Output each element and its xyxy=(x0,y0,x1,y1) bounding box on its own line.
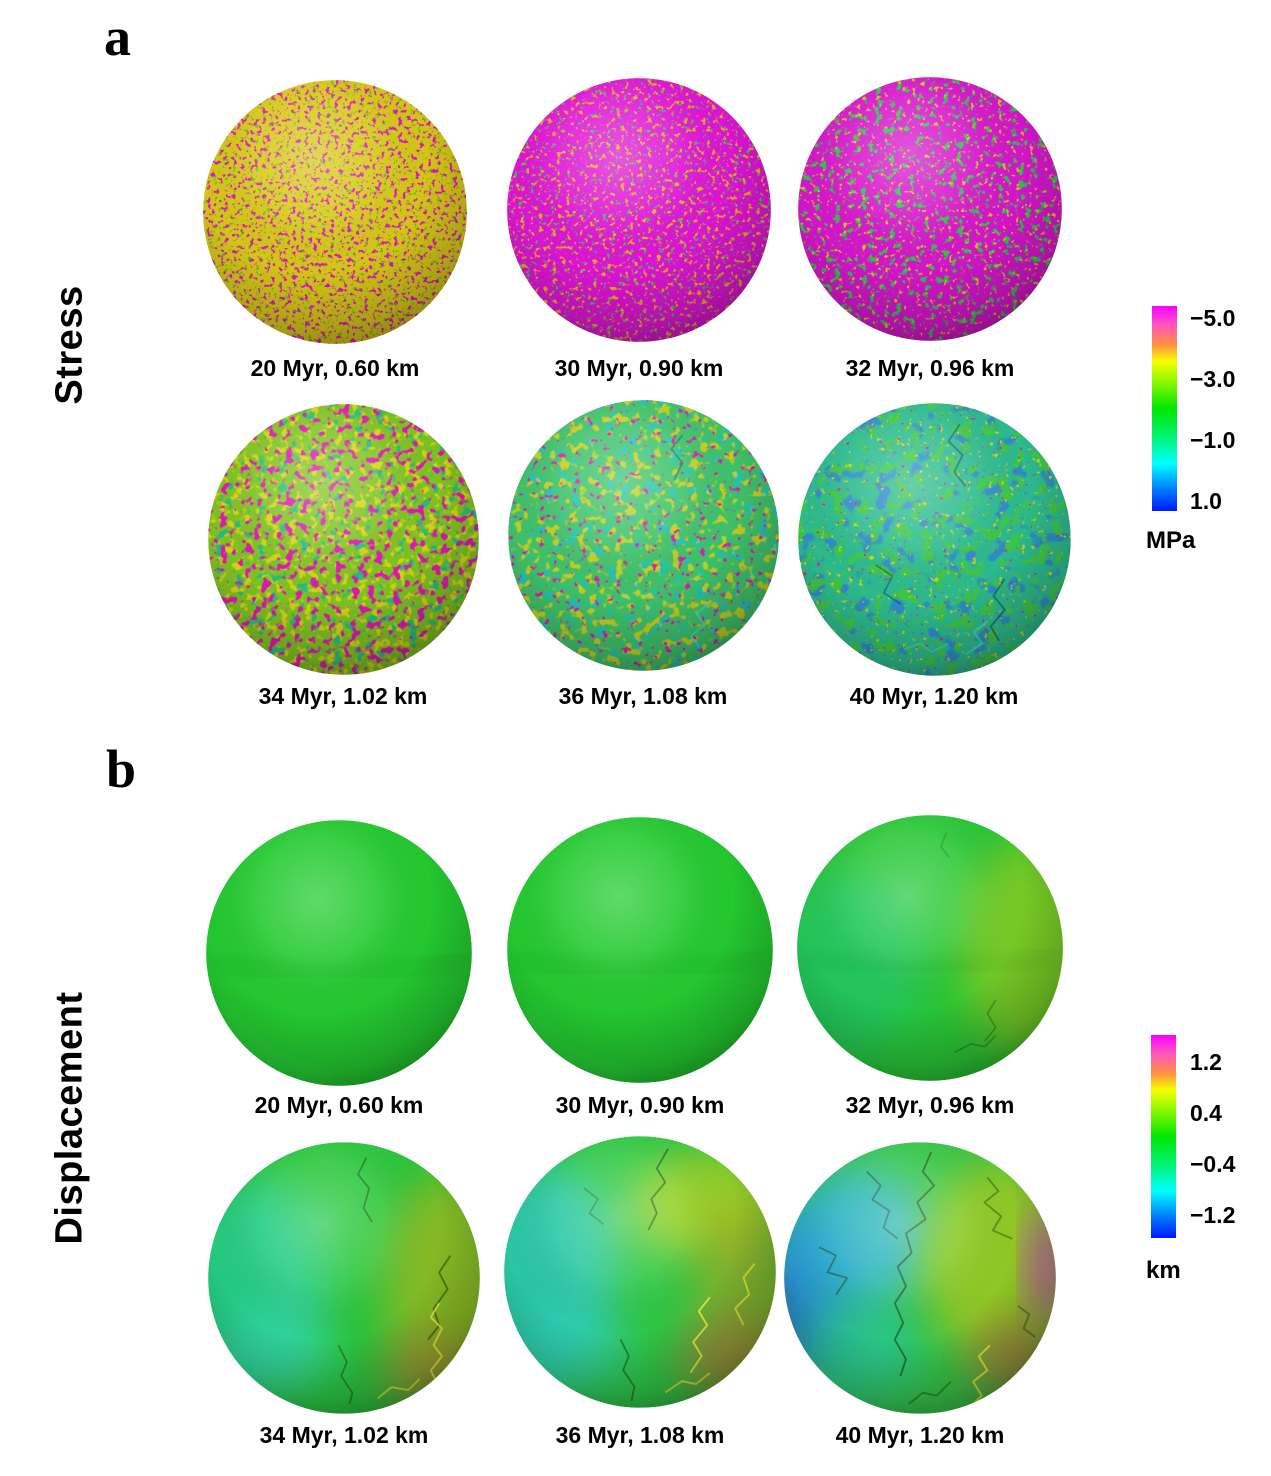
colorbar-stress-unit: MPa xyxy=(1146,527,1196,554)
sphere-a3 xyxy=(794,73,1066,345)
panel-b-label: b xyxy=(106,739,137,799)
stress-axis-label: Stress xyxy=(48,285,91,405)
sphere-a4-graphic xyxy=(208,404,479,675)
sphere-caption-a4: 34 Myr, 1.02 km xyxy=(258,683,428,709)
colorbar-displacement-tick-0: 1.2 xyxy=(1190,1049,1222,1075)
sphere-caption-a1: 20 Myr, 0.60 km xyxy=(250,355,420,381)
panel-a-label: a xyxy=(104,7,131,67)
sphere-caption-b5: 36 Myr, 1.08 km xyxy=(555,1422,725,1448)
sphere-b4 xyxy=(204,1138,484,1418)
sphere-a1-graphic xyxy=(203,80,467,344)
colorbar-stress-tick-2: −1.0 xyxy=(1190,427,1236,453)
sphere-b2 xyxy=(503,813,777,1087)
colorbar-displacement-tick-2: −0.4 xyxy=(1190,1151,1236,1177)
sphere-b6 xyxy=(780,1138,1060,1418)
sphere-caption-a3: 32 Myr, 0.96 km xyxy=(845,355,1015,381)
sphere-caption-a6: 40 Myr, 1.20 km xyxy=(849,683,1019,709)
colorbar-stress-tick-1: −3.0 xyxy=(1190,366,1236,392)
sphere-a2 xyxy=(503,74,775,346)
sphere-b3 xyxy=(793,811,1067,1085)
colorbar-stress-tick-3: 1.0 xyxy=(1190,488,1222,514)
sphere-b6-graphic xyxy=(784,1142,1056,1414)
sphere-b3-graphic xyxy=(797,815,1063,1081)
sphere-a1 xyxy=(199,76,471,348)
colorbar-stress-tick-0: −5.0 xyxy=(1190,305,1236,331)
sphere-caption-a5: 36 Myr, 1.08 km xyxy=(558,683,728,709)
sphere-b5-graphic xyxy=(504,1136,776,1408)
sphere-b5 xyxy=(500,1132,780,1412)
colorbar-stress xyxy=(1152,306,1177,511)
colorbar-displacement-tick-3: −1.2 xyxy=(1190,1202,1236,1228)
sphere-b1 xyxy=(202,816,476,1090)
sphere-b4-graphic xyxy=(208,1142,480,1414)
sphere-a6 xyxy=(794,399,1075,680)
sphere-caption-b1: 20 Myr, 0.60 km xyxy=(254,1092,424,1118)
sphere-a5 xyxy=(504,396,783,675)
sphere-b1-graphic xyxy=(206,820,472,1086)
sphere-a4 xyxy=(204,400,483,679)
sphere-caption-b4: 34 Myr, 1.02 km xyxy=(259,1422,429,1448)
sphere-a2-graphic xyxy=(507,78,771,342)
sphere-a3-graphic xyxy=(798,77,1062,341)
sphere-caption-b2: 30 Myr, 0.90 km xyxy=(555,1092,725,1118)
colorbar-displacement-unit: km xyxy=(1146,1257,1181,1284)
sphere-b2-graphic xyxy=(507,817,773,1083)
colorbar-displacement xyxy=(1151,1035,1176,1238)
displacement-axis-label: Displacement xyxy=(48,991,91,1245)
sphere-caption-b6: 40 Myr, 1.20 km xyxy=(835,1422,1005,1448)
sphere-a6-graphic xyxy=(798,403,1071,676)
sphere-caption-a2: 30 Myr, 0.90 km xyxy=(554,355,724,381)
colorbar-displacement-tick-1: 0.4 xyxy=(1190,1100,1222,1126)
sphere-a5-graphic xyxy=(508,400,779,671)
sphere-caption-b3: 32 Myr, 0.96 km xyxy=(845,1092,1015,1118)
